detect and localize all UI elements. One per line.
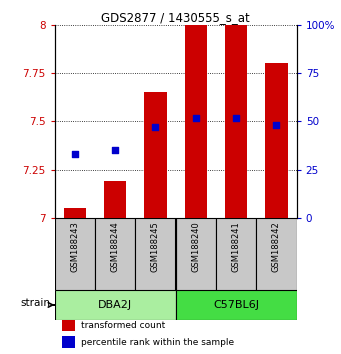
- Bar: [265, 63, 287, 218]
- Bar: [62, 337, 75, 348]
- Bar: [176, 218, 216, 290]
- Point: [113, 148, 118, 153]
- Point: [153, 124, 158, 130]
- Text: GSM188244: GSM188244: [110, 221, 120, 272]
- Bar: [216, 218, 256, 290]
- Point: [233, 115, 239, 120]
- Text: DBA2J: DBA2J: [98, 300, 132, 310]
- Bar: [176, 290, 297, 320]
- Bar: [144, 92, 166, 218]
- Text: GSM188240: GSM188240: [191, 221, 200, 272]
- Text: GSM188241: GSM188241: [232, 221, 241, 272]
- Text: C57BL6J: C57BL6J: [213, 300, 259, 310]
- Text: GSM188245: GSM188245: [151, 221, 160, 272]
- Point: [274, 122, 279, 128]
- Bar: [95, 218, 135, 290]
- Bar: [185, 25, 207, 218]
- Bar: [256, 218, 297, 290]
- Point: [193, 115, 198, 120]
- Bar: [64, 208, 86, 218]
- Bar: [104, 181, 126, 218]
- Text: GSM188243: GSM188243: [70, 221, 79, 272]
- Point: [72, 152, 77, 157]
- Text: transformed count: transformed count: [81, 321, 165, 330]
- Bar: [225, 25, 247, 218]
- Bar: [55, 290, 176, 320]
- Bar: [135, 218, 176, 290]
- Bar: [62, 320, 75, 331]
- Text: GSM188242: GSM188242: [272, 221, 281, 272]
- Text: percentile rank within the sample: percentile rank within the sample: [81, 338, 234, 347]
- Text: strain: strain: [20, 298, 50, 308]
- Bar: [55, 218, 95, 290]
- Title: GDS2877 / 1430555_s_at: GDS2877 / 1430555_s_at: [101, 11, 250, 24]
